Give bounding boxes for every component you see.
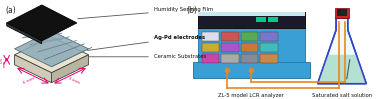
FancyBboxPatch shape: [201, 43, 219, 52]
Text: Ceramic Substrates: Ceramic Substrates: [89, 54, 206, 59]
FancyBboxPatch shape: [221, 32, 239, 41]
Text: Saturated salt solution: Saturated salt solution: [312, 93, 372, 98]
Polygon shape: [14, 37, 88, 73]
FancyBboxPatch shape: [193, 62, 310, 78]
Text: 3 mm: 3 mm: [68, 76, 80, 85]
FancyBboxPatch shape: [198, 28, 305, 62]
Text: (a): (a): [6, 6, 17, 15]
FancyBboxPatch shape: [201, 54, 219, 63]
Polygon shape: [7, 23, 42, 44]
Polygon shape: [51, 55, 88, 83]
FancyBboxPatch shape: [221, 43, 239, 52]
Polygon shape: [44, 44, 85, 60]
FancyBboxPatch shape: [260, 54, 277, 63]
FancyBboxPatch shape: [198, 12, 305, 28]
Text: 0.5: 0.5: [0, 57, 4, 63]
FancyBboxPatch shape: [335, 8, 349, 18]
FancyBboxPatch shape: [240, 43, 258, 52]
FancyBboxPatch shape: [201, 32, 219, 41]
Polygon shape: [318, 55, 366, 84]
Text: (b): (b): [186, 6, 197, 15]
FancyBboxPatch shape: [337, 9, 347, 16]
Polygon shape: [318, 18, 366, 84]
Polygon shape: [51, 47, 92, 67]
FancyBboxPatch shape: [268, 17, 277, 22]
Text: 6 mm: 6 mm: [23, 76, 36, 85]
FancyBboxPatch shape: [256, 17, 266, 22]
Text: mm: mm: [3, 60, 7, 67]
Polygon shape: [29, 37, 70, 45]
FancyBboxPatch shape: [198, 12, 305, 16]
FancyBboxPatch shape: [260, 32, 277, 41]
FancyBboxPatch shape: [260, 43, 277, 52]
Text: Humidity Sensing Film: Humidity Sensing Film: [77, 7, 213, 19]
Polygon shape: [14, 29, 55, 31]
Text: Ag-Pd electrodes: Ag-Pd electrodes: [87, 35, 205, 50]
Polygon shape: [22, 33, 62, 38]
Polygon shape: [14, 55, 51, 83]
Polygon shape: [37, 40, 77, 52]
FancyBboxPatch shape: [221, 54, 239, 63]
Text: ZL-5 model LCR analyzer: ZL-5 model LCR analyzer: [218, 93, 284, 98]
FancyBboxPatch shape: [240, 32, 258, 41]
Polygon shape: [7, 5, 77, 41]
Polygon shape: [14, 31, 88, 67]
FancyBboxPatch shape: [240, 54, 258, 63]
